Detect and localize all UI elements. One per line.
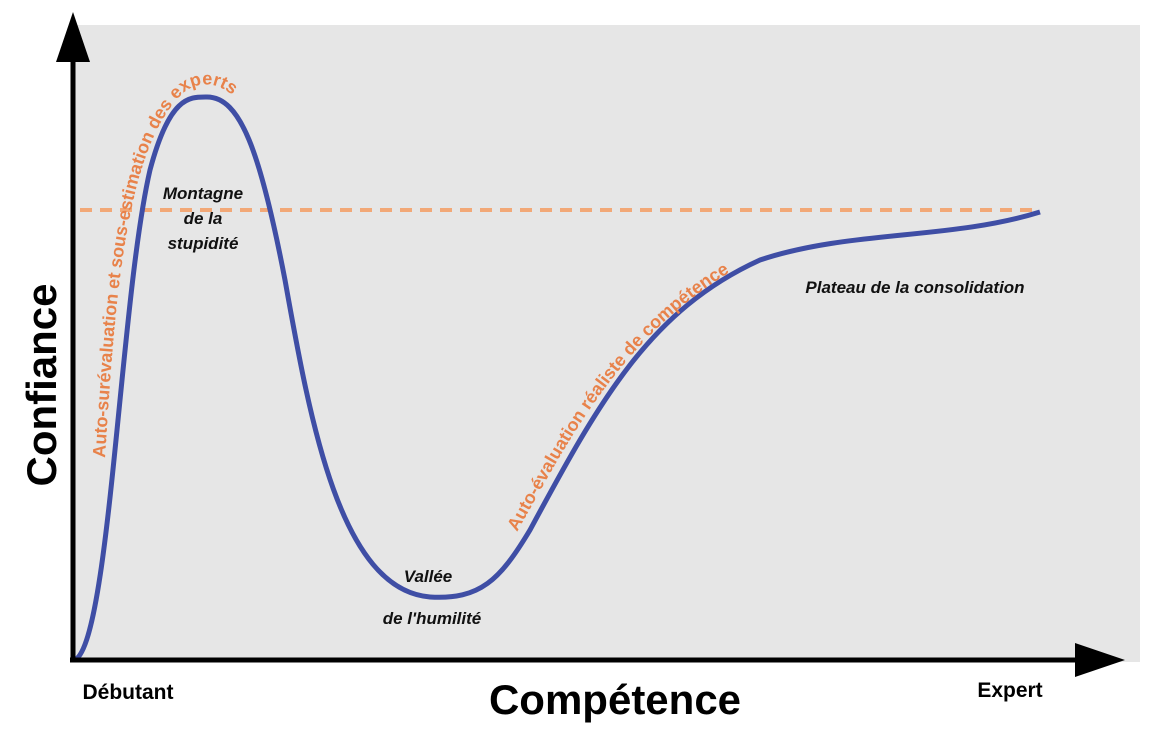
x-start-label: Débutant [83, 681, 174, 704]
stage-label: Montagne [163, 184, 243, 203]
stage-label: Vallée [404, 567, 453, 586]
confidence-curve [73, 94, 1041, 663]
y-arrow [56, 12, 90, 62]
stage-label: Plateau de la consolidation [805, 278, 1024, 297]
stage-label: stupidité [168, 234, 239, 253]
stage-label: de l'humilité [383, 609, 482, 628]
background [75, 25, 1140, 662]
x-end-label: Expert [977, 679, 1042, 702]
x-axis-title: Compétence [489, 676, 741, 723]
y-axis-title: Confiance [18, 283, 65, 486]
stage-label: de la [184, 209, 223, 228]
x-arrow [1075, 643, 1125, 677]
